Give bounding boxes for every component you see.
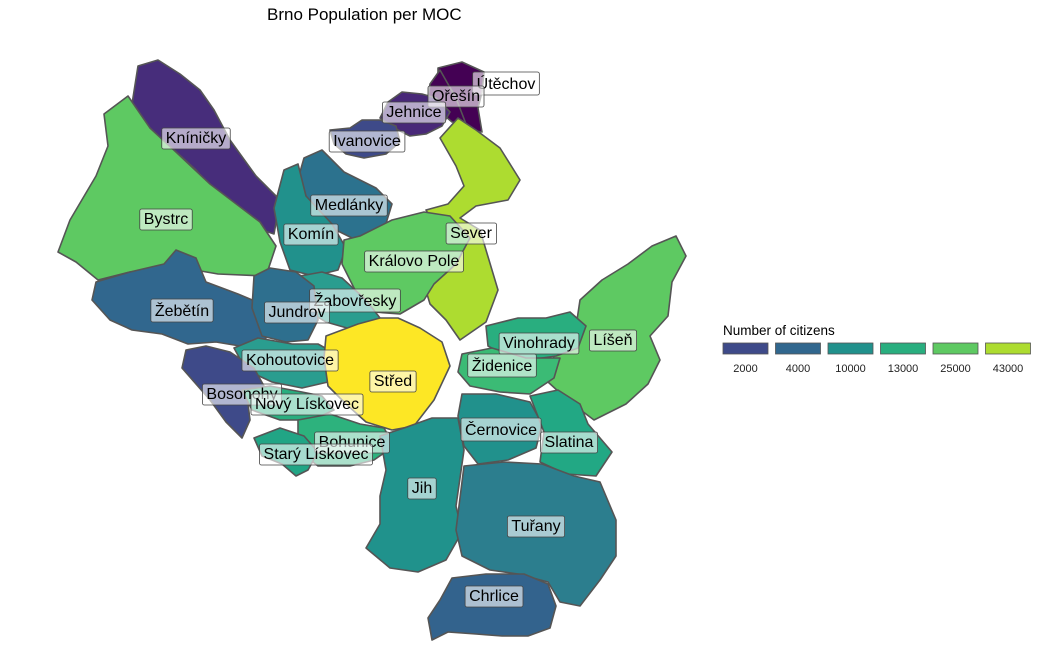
label-box-ivanovice	[328, 130, 406, 153]
label-box-kohoutovice	[241, 349, 339, 372]
label-stred: Střed	[369, 370, 417, 393]
label-box-cernovice	[460, 417, 542, 442]
legend: Number of citizens 2000 4000 10000 13000 250…	[722, 323, 1031, 375]
legend-swatch-13000	[880, 342, 926, 355]
legend-swatch-4000	[775, 342, 821, 355]
label-box-jih	[407, 477, 437, 500]
label-text-zebetin: Žebětín	[155, 301, 209, 320]
label-box-kralovo-pole	[364, 250, 464, 273]
label-box-zabovresky	[309, 288, 401, 313]
label-text-oresin: Ořešín	[432, 88, 480, 105]
legend-title: Number of citizens	[723, 323, 835, 338]
label-text-cernovice: Černovice	[465, 420, 537, 439]
legend-label-10000: 10000	[835, 363, 866, 375]
label-text-vinohrady: Vinohrady	[503, 335, 575, 352]
legend-label-2000: 2000	[733, 363, 757, 375]
label-text-stary-liskovec: Starý Lískovec	[264, 446, 369, 463]
label-box-slatina	[540, 431, 598, 454]
label-box-lisen	[589, 329, 637, 352]
label-box-zidenice	[467, 353, 537, 378]
label-box-stary-liskovec	[259, 443, 373, 466]
label-text-chrlice: Chrlice	[469, 588, 519, 605]
label-box-chrlice	[464, 585, 524, 608]
label-chrlice: Chrlice	[464, 585, 524, 608]
legend-label-4000: 4000	[786, 363, 810, 375]
label-turany: Tuřany	[506, 515, 566, 538]
legend-swatch-10000	[827, 342, 874, 355]
label-lisen: Líšeň	[589, 329, 637, 352]
label-box-turany	[506, 515, 566, 538]
label-text-sever: Sever	[450, 225, 492, 242]
label-box-bystrc	[139, 208, 193, 231]
label-stary-liskovec: Starý Lískovec	[259, 443, 373, 466]
label-text-ivanovice: Ivanovice	[333, 133, 401, 150]
label-text-kohoutovice: Kohoutovice	[246, 352, 334, 369]
label-text-jih: Jih	[412, 480, 432, 497]
label-novy-liskovec: Nový Lískovec	[250, 393, 364, 416]
label-ivanovice: Ivanovice	[328, 130, 406, 153]
legend-swatch-25000	[932, 342, 979, 355]
label-zabovresky: Žabovřesky	[309, 288, 401, 313]
label-cernovice: Černovice	[460, 417, 542, 442]
legend-label-13000: 13000	[888, 363, 919, 375]
label-box-medlanky	[310, 194, 388, 217]
legend-label-25000: 25000	[940, 363, 971, 375]
label-text-komin: Komín	[288, 226, 334, 243]
label-text-novy-liskovec: Nový Lískovec	[255, 396, 359, 413]
label-text-turany: Tuřany	[511, 518, 560, 535]
label-kninicky: Kníničky	[161, 127, 231, 150]
label-utechov: Útěchov	[472, 71, 540, 96]
label-sever: Sever	[445, 222, 497, 245]
label-zidenice: Židenice	[467, 353, 537, 378]
label-text-kralovo-pole: Královo Pole	[369, 253, 460, 270]
label-komin: Komín	[283, 223, 339, 246]
label-box-sever	[445, 222, 497, 245]
label-slatina: Slatina	[540, 431, 598, 454]
district-komin	[273, 163, 347, 277]
label-text-zidenice: Židenice	[472, 356, 533, 375]
label-medlanky: Medlánky	[310, 194, 388, 217]
label-vinohrady: Vinohrady	[498, 332, 580, 355]
label-jih: Jih	[407, 477, 437, 500]
label-box-zebetin	[150, 298, 214, 323]
label-box-stred	[369, 370, 417, 393]
label-zebetin: Žebětín	[150, 298, 214, 323]
label-box-novy-liskovec	[250, 393, 364, 416]
label-text-lisen: Líšeň	[593, 332, 632, 349]
label-box-kninicky	[161, 127, 231, 150]
label-text-utechov: Útěchov	[477, 74, 536, 93]
label-box-jundrov	[264, 301, 330, 324]
legend-swatch-2000	[722, 342, 769, 355]
label-box-komin	[283, 223, 339, 246]
label-text-slatina: Slatina	[545, 434, 594, 451]
label-text-bystrc: Bystrc	[144, 211, 188, 228]
label-text-zabovresky: Žabovřesky	[314, 291, 397, 310]
label-text-jehnice: Jehnice	[386, 104, 441, 121]
label-text-jundrov: Jundrov	[269, 304, 326, 321]
label-text-kninicky: Kníničky	[166, 130, 226, 147]
label-box-jehnice	[382, 101, 447, 124]
label-jundrov: Jundrov	[264, 301, 330, 324]
label-text-stred: Střed	[374, 373, 412, 390]
legend-swatch-43000	[985, 342, 1031, 355]
map-title: Brno Population per MOC	[267, 5, 462, 24]
legend-label-43000: 43000	[993, 363, 1024, 375]
label-jehnice: Jehnice	[382, 101, 447, 124]
label-text-medlanky: Medlánky	[315, 197, 383, 214]
label-box-utechov	[472, 71, 540, 96]
label-box-vinohrady	[498, 332, 580, 355]
label-bystrc: Bystrc	[139, 208, 193, 231]
label-kralovo-pole: Královo Pole	[364, 250, 464, 273]
label-kohoutovice: Kohoutovice	[241, 349, 339, 372]
